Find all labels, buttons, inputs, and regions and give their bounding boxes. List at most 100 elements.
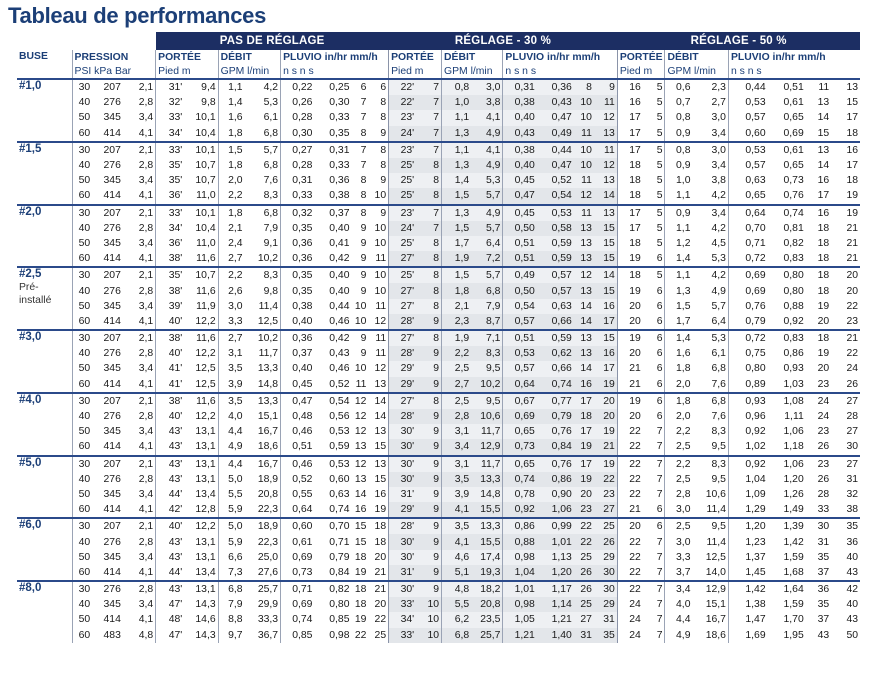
table-cell: 0,36 — [280, 251, 315, 268]
table-cell: 7 — [416, 220, 442, 236]
table-cell: 18 — [374, 536, 387, 548]
table-cell: 9 — [416, 313, 442, 330]
table-cell: 0,43 — [502, 125, 537, 142]
table-cell: 1,3 — [664, 283, 693, 299]
table-cell: 2,8 — [441, 408, 472, 425]
table-cell: 30 — [71, 77, 94, 96]
table-cell: 13 — [593, 173, 618, 189]
table-cell: 11 — [573, 203, 594, 221]
table-cell: 14 — [593, 188, 618, 205]
table-cell: 4,1 — [138, 378, 154, 390]
table-cell: 5 — [656, 160, 663, 172]
table-cell: 23' — [388, 110, 417, 126]
table-cell: 0,64 — [280, 502, 315, 519]
table-cell: 7 — [656, 599, 663, 611]
table-cell: 207 — [93, 328, 123, 347]
table-cell: 0,40 — [314, 266, 352, 284]
table-cell: 0,80 — [329, 599, 350, 611]
table-cell: 5,7 — [244, 140, 281, 158]
table-cell: 1,0 — [664, 173, 693, 189]
table-cell: 345 — [103, 599, 121, 611]
table-cell: 0,64 — [502, 376, 537, 393]
table-cell: 0,51 — [502, 328, 537, 347]
table-cell: 20 — [616, 408, 643, 425]
table-cell: 10,1 — [195, 112, 216, 124]
table-cell: 1,70 — [783, 614, 804, 626]
table-cell: 3,4 — [138, 426, 154, 438]
table-cell: 8 — [416, 283, 442, 299]
table-cell: 31' — [388, 564, 417, 581]
table-cell: 0,40 — [329, 285, 350, 297]
table-cell: 0,90 — [536, 486, 574, 503]
nozzle-number: #5,0 — [19, 456, 42, 469]
table-cell: 8,3 — [692, 454, 729, 472]
nozzle-label: #2,5 Pré-installé — [17, 266, 73, 330]
table-cell: 0,75 — [727, 346, 768, 362]
table-cell: 3,5 — [441, 517, 472, 535]
table-cell: 19 — [831, 203, 860, 221]
table-cell: 22 — [616, 564, 643, 581]
table-cell: 19 — [817, 348, 830, 360]
table-cell: 12 — [351, 454, 369, 472]
table-cell: 2,7 — [441, 376, 472, 393]
table-cell: 27 — [831, 454, 860, 472]
table-cell: 10,4 — [195, 222, 216, 234]
table-row: #4,0 30 207 2,1 38' 11,6 3,5 13,3 0,47 0,54 12 14 27… — [17, 391, 860, 456]
table-cell: 1,5 — [441, 266, 472, 284]
table-cell: 5,3 — [711, 253, 726, 265]
table-cell: 4,1 — [471, 140, 503, 158]
table-cell: 21 — [616, 502, 643, 519]
table-cell: 9 — [416, 361, 442, 377]
table-cell: 0,8 — [664, 110, 693, 126]
table-cell: 207 — [93, 517, 123, 535]
table-cell: 22' — [388, 77, 417, 96]
table-cell: 1,8 — [441, 283, 472, 299]
table-cell: 8 — [416, 157, 442, 174]
table-cell: 13,1 — [184, 454, 219, 472]
table-cell: 0,53 — [502, 346, 537, 362]
table-cell: 7 — [656, 441, 663, 453]
table-cell: 276 — [103, 348, 121, 360]
table-cell: 7 — [656, 426, 663, 438]
table-cell: 5,3 — [692, 328, 729, 347]
table-cell: 1,64 — [767, 579, 806, 598]
table-cell: 2,1 — [122, 391, 156, 409]
table-cell: 16,7 — [705, 614, 726, 626]
table-row: 40 276 2,8 35' 10,7 1,8 6,8 0,28 0,33 7 8 25' 8 1,3 4,… — [17, 157, 860, 174]
table-cell: 10 — [354, 315, 367, 327]
table-cell: 50 — [71, 361, 94, 377]
table-cell: 37 — [817, 614, 830, 626]
table-cell: 9,5 — [711, 441, 726, 453]
table-row: 60 483 4,8 47' 14,3 9,7 36,7 0,85 0,98 22 25 33' 10 6… — [17, 627, 860, 643]
table-cell: 7 — [360, 160, 367, 172]
table-cell: 9,5 — [711, 473, 726, 485]
table-cell: 22 — [573, 517, 594, 535]
table-cell: 43' — [155, 439, 185, 456]
table-cell: 1,06 — [767, 454, 806, 472]
table-cell: 1,18 — [783, 441, 804, 453]
table-cell: 34' — [155, 125, 185, 142]
table-cell: 0,43 — [536, 95, 574, 111]
table-cell: 8 — [360, 190, 367, 202]
table-cell: 16 — [573, 376, 594, 393]
table-cell: 11,0 — [196, 190, 216, 202]
table-cell: 0,48 — [280, 408, 315, 425]
table-cell: 50 — [71, 110, 94, 126]
table-cell: 0,6 — [664, 77, 693, 96]
table-cell: 0,37 — [280, 346, 315, 362]
table-cell: 13,4 — [195, 566, 216, 578]
table-cell: 10,1 — [184, 203, 219, 221]
table-cell: 0,69 — [280, 597, 315, 613]
table-cell: 276 — [103, 97, 121, 109]
units-portee: Pied m — [155, 64, 219, 79]
table-cell: 43' — [155, 471, 185, 487]
table-cell: 6,8 — [217, 579, 245, 598]
table-cell: 9 — [416, 424, 442, 440]
table-cell: 28' — [388, 313, 417, 330]
table-cell: 1,2 — [664, 235, 693, 252]
table-cell: 23 — [593, 486, 618, 503]
table-cell: 8 — [416, 188, 442, 205]
table-cell: 5,3 — [471, 173, 503, 189]
table-cell: 0,36 — [329, 175, 350, 187]
table-row: 50 345 3,4 43' 13,1 4,4 16,7 0,46 0,53 12 13 30' 9 3,… — [17, 424, 860, 440]
